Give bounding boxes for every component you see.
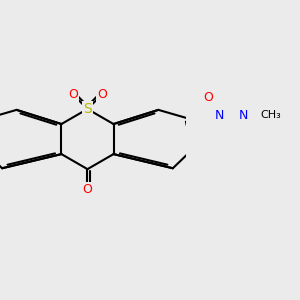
Text: O: O	[97, 88, 106, 101]
Text: O: O	[204, 92, 214, 104]
Text: CH₃: CH₃	[260, 110, 281, 121]
Text: O: O	[68, 88, 78, 101]
Text: N: N	[238, 109, 248, 122]
Text: S: S	[83, 102, 92, 116]
Text: N: N	[214, 109, 224, 122]
Text: O: O	[82, 183, 92, 196]
